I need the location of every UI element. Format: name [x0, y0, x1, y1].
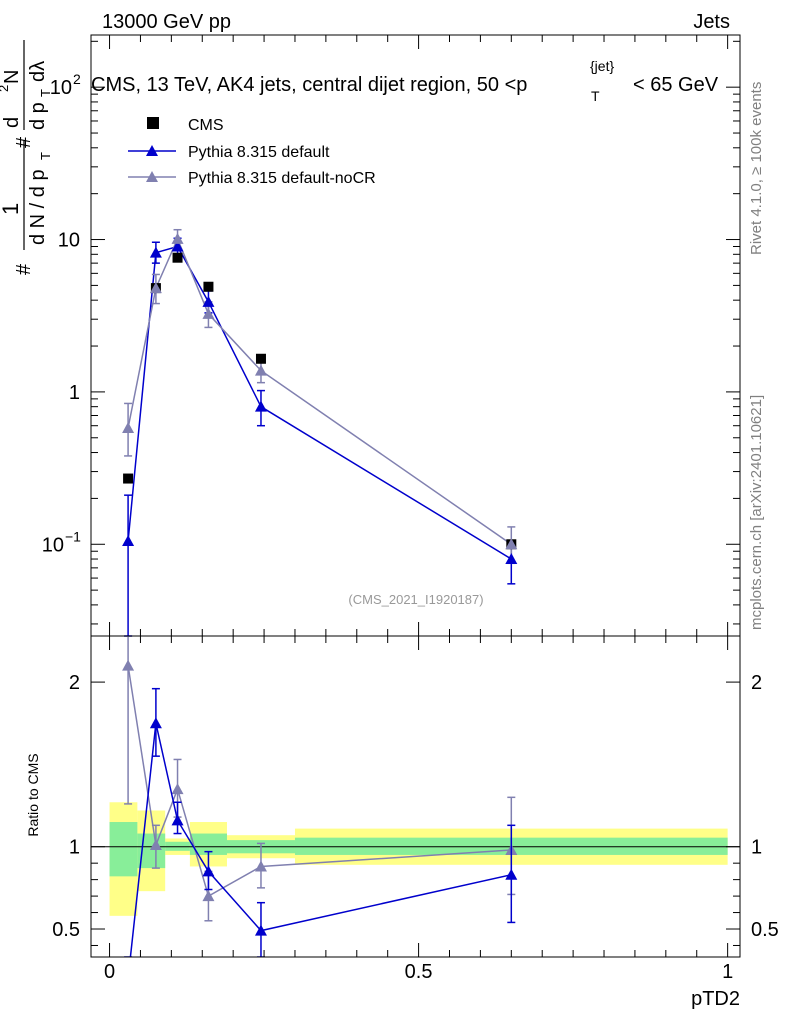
ratio-y-tick-label-left: 1	[69, 837, 80, 859]
ratio-inner-band	[109, 822, 138, 877]
cms-data-point	[255, 353, 266, 364]
default-data-point	[505, 553, 518, 565]
ylabel-dpT: d p	[27, 102, 49, 130]
default-data-point	[202, 295, 215, 307]
ratio-y-tick-label-left: 2	[69, 672, 80, 694]
ratio-axis-ticks	[91, 636, 740, 957]
mcplots-label: mcplots.cern.ch [arXiv:2401.10621]	[748, 395, 765, 630]
ratio-y-tick-label-right: 0.5	[751, 919, 779, 941]
ratio-nocr-data-point	[202, 890, 215, 902]
ratio-plot-frame	[90, 635, 741, 958]
rivet-version-label: Rivet 4.1.0, ≥ 100k events	[748, 82, 765, 255]
default-data-point	[122, 535, 135, 547]
nocr-series-line	[127, 236, 512, 545]
default-series-line	[127, 245, 512, 560]
cms-data-point	[203, 281, 214, 292]
nocr-data-point	[505, 538, 518, 550]
ratio-y-tick-label-right: 1	[751, 837, 762, 859]
energy-label: 13000 GeV pp	[102, 11, 231, 33]
ylabel-N: N	[1, 70, 23, 84]
main-y-tick-label-exponent: −1	[65, 528, 81, 544]
plot-title-prefix: CMS, 13 TeV, AK4 jets, central dijet reg…	[91, 74, 527, 96]
main-y-tick-label: 10	[42, 534, 64, 556]
ratio-default-data-point	[505, 868, 518, 880]
cms-data-point	[123, 473, 134, 484]
legend: CMS Pythia 8.315 default Pythia 8.315 de…	[128, 117, 376, 187]
process-label: Jets	[693, 11, 730, 33]
plot-title-subscript: T	[591, 88, 600, 104]
main-y-tick-label: 10	[50, 77, 72, 99]
ratio-plot-panel: 0.5 0.51 12 2 0 0.5 1	[52, 635, 779, 983]
ratio-y-tick-label-right: 2	[751, 672, 762, 694]
ratio-nocr-line	[127, 665, 512, 898]
analysis-watermark: (CMS_2021_I1920187)	[348, 592, 483, 607]
main-y-tick-label: 1	[69, 382, 80, 404]
ylabel-sub-T-2: T	[38, 89, 53, 97]
x-tick-label: 0	[104, 961, 115, 983]
ylabel-hash-2: #	[13, 136, 35, 148]
nocr-data-point	[149, 282, 162, 294]
plot-title-suffix: < 65 GeV	[633, 74, 719, 96]
ylabel-dN-dpT: d N / d p	[27, 169, 49, 245]
ylabel-one: 1	[0, 203, 23, 215]
ratio-nocr-data-point	[122, 659, 135, 671]
legend-cms-label: CMS	[188, 117, 224, 134]
ratio-y-tick-labels: 0.5 0.5 1 1 2 2	[52, 672, 779, 941]
ratio-default-data-point	[171, 814, 184, 826]
ratio-nocr-data-point	[149, 839, 162, 851]
plot-title: CMS, 13 TeV, AK4 jets, central dijet reg…	[91, 58, 719, 104]
x-axis-label: pTD2	[691, 988, 740, 1010]
legend-nocr-marker	[146, 171, 158, 182]
ratio-nocr-data-point	[171, 783, 184, 795]
default-data-point	[171, 240, 184, 252]
legend-cms-marker	[147, 117, 159, 129]
legend-default-marker	[146, 145, 158, 156]
main-axis-ticks	[91, 35, 740, 636]
ratio-default-data-point	[254, 924, 267, 936]
ratio-default-data-point	[149, 717, 162, 729]
ylabel-sub-T-1: T	[38, 152, 53, 160]
main-y-axis-label: # 1 d N / d p T # d 2 N d p T dλ	[0, 40, 53, 275]
ratio-series-group	[122, 636, 518, 957]
nocr-data-point	[122, 421, 135, 433]
x-tick-label: 1	[722, 961, 733, 983]
nocr-data-point	[171, 232, 184, 244]
ylabel-d: d	[1, 117, 23, 128]
cms-data-point	[172, 252, 183, 263]
ratio-uncertainty-bands	[109, 802, 728, 916]
legend-default-label: Pythia 8.315 default	[188, 144, 330, 161]
x-tick-labels: 0 0.5 1	[104, 961, 733, 983]
ylabel-sup-2: 2	[0, 85, 11, 92]
ratio-nocr-data-point	[254, 860, 267, 872]
nocr-data-point	[202, 307, 215, 319]
ylabel-dlambda: dλ	[27, 61, 49, 82]
x-tick-label: 0.5	[405, 961, 433, 983]
default-data-point	[149, 246, 162, 258]
default-data-point	[254, 400, 267, 412]
main-y-tick-label: 10	[58, 230, 80, 252]
ratio-inner-band	[189, 833, 227, 855]
main-series-group	[122, 228, 518, 637]
plot-title-superscript: {jet}	[590, 58, 614, 74]
ratio-default-line	[129, 723, 512, 957]
main-y-tick-label-exponent: 2	[73, 71, 81, 87]
ratio-y-axis-label: Ratio to CMS	[25, 753, 41, 836]
ratio-default-data-point	[202, 865, 215, 877]
ylabel-hash-1: #	[13, 263, 35, 275]
ratio-y-tick-label-left: 0.5	[52, 919, 80, 941]
legend-nocr-label: Pythia 8.315 default-noCR	[188, 170, 376, 187]
nocr-data-point	[254, 364, 267, 376]
